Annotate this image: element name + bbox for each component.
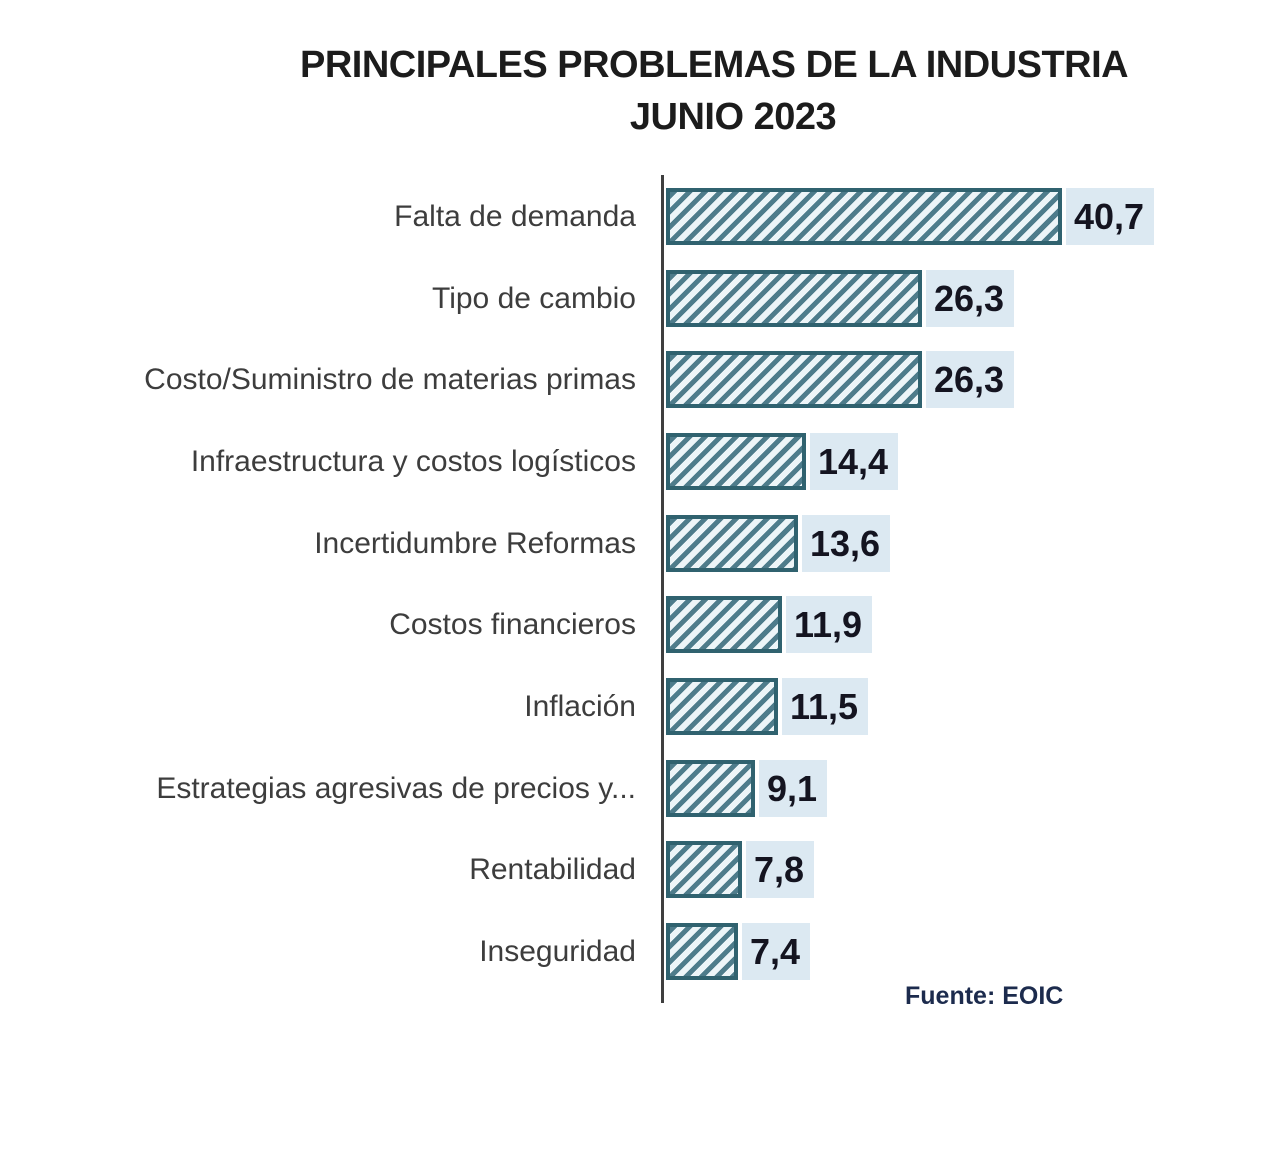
category-label: Estrategias agresivas de precios y... <box>156 772 636 805</box>
bar-row: Incertidumbre Reformas 13,6 <box>0 515 1280 572</box>
chart-title: PRINCIPALES PROBLEMAS DE LA INDUSTRIA JU… <box>300 40 1166 150</box>
bar <box>666 270 922 327</box>
y-axis-line <box>661 175 664 1003</box>
category-label: Inflación <box>524 690 636 723</box>
bar-row: Rentabilidad 7,8 <box>0 841 1280 898</box>
value-label: 7,4 <box>742 923 811 980</box>
bar <box>666 678 778 735</box>
bar-row: Tipo de cambio 26,3 <box>0 270 1280 327</box>
bar-row: Costos financieros 11,9 <box>0 596 1280 653</box>
bar-row: Estrategias agresivas de precios y... 9,… <box>0 760 1280 817</box>
value-label: 40,7 <box>1066 188 1155 245</box>
category-label: Incertidumbre Reformas <box>314 527 636 560</box>
value-label: 11,9 <box>786 596 873 653</box>
bar <box>666 433 806 490</box>
source-note: Fuente: EOIC <box>905 982 1064 1010</box>
category-label: Costo/Suministro de materias primas <box>144 363 636 396</box>
bar <box>666 351 922 408</box>
bar-row: Costo/Suministro de materias primas 26,3 <box>0 351 1280 408</box>
category-label: Costos financieros <box>389 608 636 641</box>
bar-row: Falta de demanda 40,7 <box>0 188 1280 245</box>
category-label: Rentabilidad <box>469 853 636 886</box>
category-label: Tipo de cambio <box>432 282 636 315</box>
bar <box>666 923 738 980</box>
value-label: 26,3 <box>926 270 1015 327</box>
category-label: Falta de demanda <box>394 200 636 233</box>
value-label: 11,5 <box>782 678 869 735</box>
bar-row: Infraestructura y costos logísticos 14,4 <box>0 433 1280 490</box>
value-label: 26,3 <box>926 351 1015 408</box>
value-label: 9,1 <box>759 760 828 817</box>
chart-title-line2: JUNIO 2023 <box>629 96 837 138</box>
bar <box>666 188 1062 245</box>
bar-row: Inflación 11,5 <box>0 678 1280 735</box>
value-label: 14,4 <box>810 433 899 490</box>
bar <box>666 596 782 653</box>
value-label: 13,6 <box>802 515 891 572</box>
bar-row: Inseguridad 7,4 <box>0 923 1280 980</box>
bar <box>666 841 742 898</box>
value-label: 7,8 <box>746 841 815 898</box>
category-label: Infraestructura y costos logísticos <box>190 445 636 478</box>
bar <box>666 515 798 572</box>
category-label: Inseguridad <box>479 935 636 968</box>
chart-title-line1: PRINCIPALES PROBLEMAS DE LA INDUSTRIA <box>300 44 1129 86</box>
bar <box>666 760 755 817</box>
